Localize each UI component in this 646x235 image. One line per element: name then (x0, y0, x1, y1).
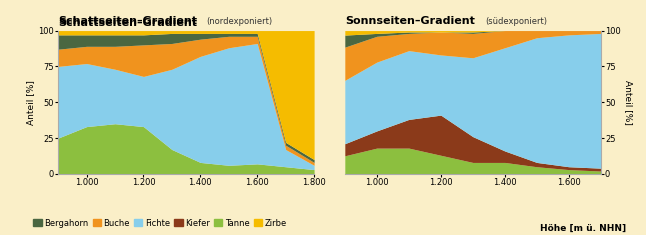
Text: Höhe [m ü. NHN]: Höhe [m ü. NHN] (541, 224, 627, 233)
Y-axis label: Anteil [%]: Anteil [%] (624, 80, 633, 125)
Text: Sonnseiten–Gradient: Sonnseiten–Gradient (345, 16, 475, 26)
Y-axis label: Anteil [%]: Anteil [%] (26, 80, 36, 125)
Text: (südexponiert): (südexponiert) (486, 17, 548, 26)
Text: Schattseiten–Gradient: Schattseiten–Gradient (58, 18, 197, 28)
Legend: Bergahorn, Buche, Fichte, Kiefer, Tanne, Zirbe: Bergahorn, Buche, Fichte, Kiefer, Tanne,… (30, 215, 290, 231)
Text: Schattseiten–Gradient: Schattseiten–Gradient (58, 16, 197, 26)
Text: (nordexponiert): (nordexponiert) (207, 17, 273, 26)
